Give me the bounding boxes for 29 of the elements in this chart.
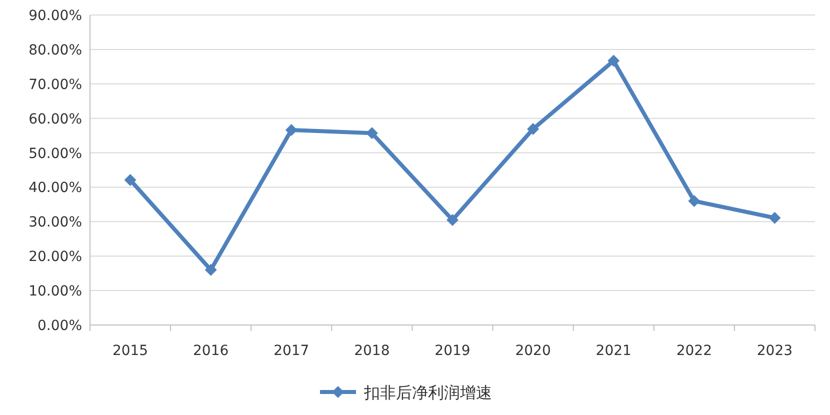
x-tick-label: 2019: [434, 343, 470, 359]
y-tick-label: 60.00%: [28, 111, 82, 128]
y-tick-label: 10.00%: [28, 284, 82, 300]
point: [688, 195, 700, 207]
point: [768, 212, 781, 224]
y-tick-label: 30.00%: [28, 214, 82, 231]
point: [285, 124, 298, 136]
legend: 扣非后净利润增速: [320, 383, 492, 402]
x-tick-label: 2018: [354, 343, 390, 359]
x-tick-label: 2017: [274, 343, 310, 359]
point: [446, 214, 458, 226]
y-tick-label: 90.00%: [28, 8, 82, 24]
point: [204, 264, 217, 276]
y-tick-label: 20.00%: [28, 249, 82, 266]
x-tick-label: 2020: [515, 343, 551, 359]
y-tick-label: 70.00%: [28, 76, 82, 93]
point: [527, 123, 540, 136]
x-tick-label: 2016: [193, 343, 229, 359]
y-tick-label: 80.00%: [28, 42, 82, 58]
point: [124, 174, 136, 186]
x-tick-label: 2015: [112, 343, 148, 359]
x-tick-label: 2022: [676, 343, 712, 359]
y-tick-label: 40.00%: [28, 180, 82, 196]
legend-label: 扣非后净利润增速: [363, 383, 492, 402]
x-tick-label: 2023: [756, 343, 793, 359]
y-tick-label: 0.00%: [38, 318, 82, 334]
point: [608, 54, 620, 67]
y-tick-label: 50.00%: [28, 146, 82, 162]
x-tick-label: 2021: [596, 343, 632, 359]
